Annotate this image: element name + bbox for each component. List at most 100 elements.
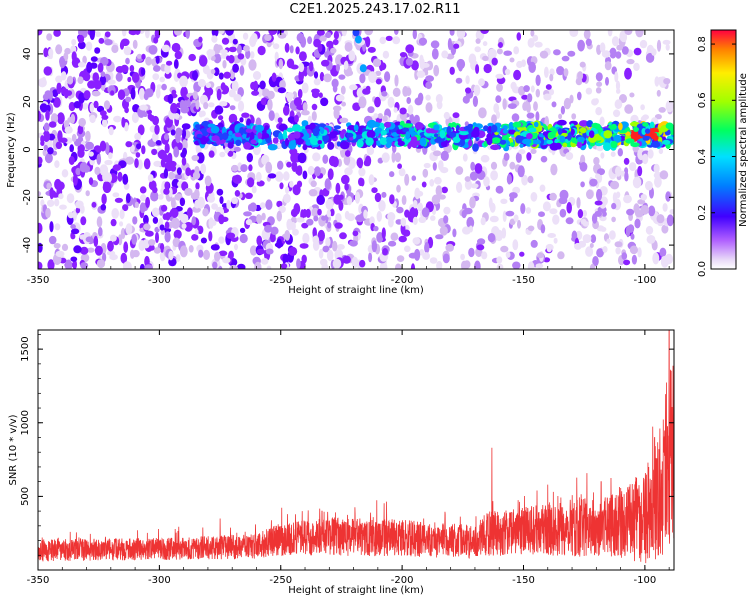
spectrogram-noise-blob xyxy=(210,244,220,251)
spectrogram-noise-blob xyxy=(595,87,602,94)
spectrogram-noise-blob xyxy=(637,247,642,258)
spectrogram-noise-blob xyxy=(651,48,657,56)
spectrogram-noise-blob xyxy=(417,202,423,212)
spectrogram-noise-blob xyxy=(473,84,481,97)
spectrogram-noise-blob xyxy=(523,85,530,93)
spectrogram-noise-blob xyxy=(322,154,329,164)
spectrogram-noise-blob xyxy=(52,89,59,98)
spectrogram-noise-blob xyxy=(297,88,303,99)
spectrogram-noise-blob xyxy=(290,221,296,231)
spectrogram-noise-blob xyxy=(659,247,667,257)
spectrogram-noise-blob xyxy=(61,243,69,251)
spectrogram-noise-blob xyxy=(157,194,164,200)
spectrogram-signal-blob xyxy=(227,141,234,149)
spectrogram-signal-blob xyxy=(374,127,383,134)
spectrogram-noise-blob xyxy=(553,237,558,244)
spectrogram-noise-blob xyxy=(332,39,339,46)
spectrogram-noise-blob xyxy=(70,256,78,262)
spectrogram-noise-blob xyxy=(611,36,620,47)
spectrogram-noise-blob xyxy=(101,193,107,205)
spectrogram-noise-blob xyxy=(123,261,132,269)
spectrogram-noise-blob xyxy=(249,35,257,48)
spectrogram-noise-blob xyxy=(339,194,344,200)
spectrogram-noise-blob xyxy=(633,47,642,56)
spectrogram-noise-blob xyxy=(547,233,556,238)
spectrogram-noise-blob xyxy=(219,49,228,55)
spectrogram-noise-blob xyxy=(86,61,93,73)
spectrogram-noise-blob xyxy=(152,186,158,194)
spectrogram-noise-blob xyxy=(381,91,388,97)
spectrogram-noise-blob xyxy=(181,139,188,151)
spectrogram-noise-blob xyxy=(404,173,410,186)
x-tick-label: -300 xyxy=(148,275,171,286)
spectrogram-noise-blob xyxy=(95,31,101,38)
spectrogram-noise-blob xyxy=(512,261,521,269)
spectrogram-noise-blob xyxy=(64,126,73,134)
spectrogram-noise-blob xyxy=(339,117,349,124)
spectrogram-noise-blob xyxy=(195,182,200,190)
spectrogram-noise-blob xyxy=(539,50,549,59)
spectrogram-noise-blob xyxy=(415,190,424,197)
spectrogram-noise-blob xyxy=(260,97,269,106)
spectrogram-noise-blob xyxy=(637,199,646,205)
spectrogram-noise-blob xyxy=(50,113,59,124)
spectrogram-noise-blob xyxy=(256,248,266,255)
spectrogram-noise-blob xyxy=(619,30,627,42)
spectrogram-noise-blob xyxy=(92,72,100,83)
spectrogram-noise-blob xyxy=(614,71,619,83)
spectrogram-noise-blob xyxy=(443,206,451,215)
spectrogram-noise-blob xyxy=(267,173,277,179)
spectrogram-noise-blob xyxy=(144,264,153,269)
spectrogram-noise-blob xyxy=(66,193,75,204)
spectrogram-noise-blob xyxy=(117,234,123,246)
spectrogram-noise-blob xyxy=(456,30,466,39)
spectrogram-noise-blob xyxy=(376,232,384,243)
snr-ylabel: SNR (10 * v/v) xyxy=(8,414,19,485)
spectrogram-noise-blob xyxy=(152,73,160,81)
spectrogram-noise-blob xyxy=(430,215,436,221)
spectrogram-noise-blob xyxy=(536,252,544,259)
spectrogram-noise-blob xyxy=(317,229,325,242)
spectrogram-noise-blob xyxy=(530,239,538,248)
spectrogram-noise-blob xyxy=(171,217,181,229)
spectrogram-noise-blob xyxy=(430,144,437,152)
spectrogram-noise-blob xyxy=(504,68,511,75)
spectrogram-noise-blob xyxy=(289,147,298,156)
spectrogram-noise-blob xyxy=(491,114,497,124)
spectrogram-noise-blob xyxy=(349,84,358,91)
spectrogram-noise-blob xyxy=(57,112,65,125)
spectrogram-noise-blob xyxy=(344,183,349,191)
spectrogram-noise-blob xyxy=(476,244,485,251)
snr-frame xyxy=(37,329,675,571)
spectrogram-noise-blob xyxy=(422,252,430,260)
spectrogram-noise-blob xyxy=(70,113,76,124)
spectrogram-noise-blob xyxy=(410,263,416,269)
spectrogram-noise-blob xyxy=(94,166,101,176)
spectrogram-noise-blob xyxy=(358,167,366,177)
spectrogram-noise-blob xyxy=(381,227,386,240)
spectrogram-noise-blob xyxy=(566,202,572,214)
spectrogram-noise-blob xyxy=(615,166,622,177)
spectrogram-noise-blob xyxy=(69,144,74,153)
spectrogram-noise-blob xyxy=(78,117,86,127)
spectrogram-noise-blob xyxy=(585,38,592,47)
spectrogram-noise-blob xyxy=(320,97,329,107)
spectrogram-noise-blob xyxy=(171,89,177,95)
spectrogram-noise-blob xyxy=(491,57,498,66)
spectrogram-noise-blob xyxy=(589,243,594,248)
spectrogram-signal-blob xyxy=(509,142,515,147)
spectrogram-noise-blob xyxy=(623,259,631,266)
spectrogram-noise-blob xyxy=(509,192,518,199)
spectrogram-noise-blob xyxy=(393,107,398,113)
spectrogram-noise-blob xyxy=(478,78,485,87)
spectrogram-signal-blob xyxy=(652,135,659,141)
spectrogram-noise-blob xyxy=(413,114,420,124)
spectrogram-noise-blob xyxy=(406,97,412,104)
spectrogram-noise-blob xyxy=(164,143,170,154)
spectrogram-noise-blob xyxy=(154,30,161,39)
spectrogram-noise-blob xyxy=(631,254,638,265)
spectrogram-noise-blob xyxy=(150,190,159,202)
spectrogram-noise-blob xyxy=(505,210,515,217)
spectrogram-noise-blob xyxy=(125,223,133,235)
spectrogram-noise-blob xyxy=(192,90,198,100)
